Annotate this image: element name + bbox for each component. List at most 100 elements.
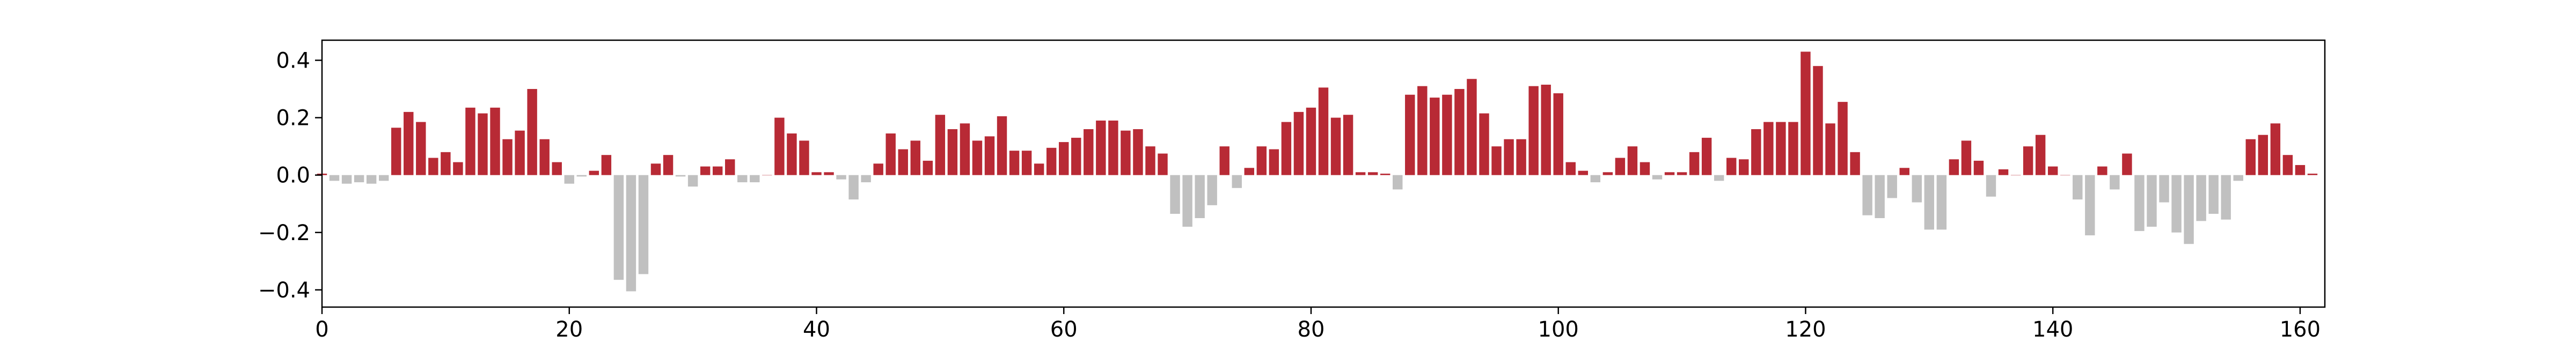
bar-27 <box>650 163 661 175</box>
bar-10 <box>441 152 451 175</box>
x-tick-label: 120 <box>1785 317 1826 342</box>
bar-67 <box>1145 146 1155 175</box>
bar-108 <box>1652 175 1663 180</box>
bar-101 <box>1565 162 1576 175</box>
bar-62 <box>1084 129 1094 175</box>
bar-19 <box>552 162 562 175</box>
bar-22 <box>589 170 599 175</box>
bar-17 <box>527 89 537 175</box>
x-tick-label: 0 <box>315 317 328 342</box>
bar-60 <box>1059 142 1069 175</box>
bar-148 <box>2147 175 2157 227</box>
bar-106 <box>1627 146 1638 175</box>
bar-160 <box>2295 165 2306 175</box>
bar-63 <box>1096 120 1106 175</box>
y-axis-ticks: −0.4 −0.2 0.0 0.2 0.4 <box>258 48 322 303</box>
bar-57 <box>1021 151 1032 175</box>
bar-137 <box>2010 175 2021 176</box>
bar-52 <box>960 123 970 175</box>
bar-145 <box>2110 175 2120 190</box>
bar-100 <box>1553 93 1563 175</box>
x-tick-label: 100 <box>1538 317 1579 342</box>
bar-127 <box>1887 175 1897 198</box>
bar-135 <box>1986 175 1996 197</box>
bar-58 <box>1034 163 1044 175</box>
bar-107 <box>1640 162 1650 175</box>
bar-144 <box>2097 166 2107 175</box>
bar-109 <box>1664 172 1675 175</box>
bar-64 <box>1108 120 1118 175</box>
bar-96 <box>1504 139 1514 175</box>
bar-75 <box>1244 168 1254 175</box>
bar-129 <box>1912 175 1922 203</box>
bar-134 <box>1973 160 1984 175</box>
bar-29 <box>675 175 686 177</box>
bar-141 <box>2060 175 2070 176</box>
bar-25 <box>626 175 636 292</box>
bar-98 <box>1528 86 1539 175</box>
bar-97 <box>1516 139 1526 175</box>
bar-142 <box>2073 175 2083 200</box>
bar-103 <box>1590 175 1601 183</box>
bar-113 <box>1714 175 1724 181</box>
y-tick-label: −0.2 <box>258 221 310 245</box>
bar-158 <box>2270 123 2281 175</box>
bar-159 <box>2282 155 2293 175</box>
bar-89 <box>1417 86 1428 175</box>
bar-143 <box>2085 175 2095 236</box>
bar-72 <box>1207 175 1217 205</box>
bar-48 <box>910 140 920 175</box>
bar-121 <box>1813 66 1823 175</box>
bar-112 <box>1701 138 1712 175</box>
bar-120 <box>1801 51 1811 175</box>
bar-161 <box>2307 174 2318 175</box>
bar-124 <box>1850 152 1860 175</box>
bar-56 <box>1009 151 1020 175</box>
bar-5 <box>378 175 389 181</box>
bar-54 <box>984 136 995 175</box>
bar-90 <box>1430 98 1440 175</box>
bar-24 <box>613 175 624 280</box>
bar-93 <box>1467 79 1477 175</box>
bar-115 <box>1739 159 1749 175</box>
bar-104 <box>1602 172 1613 175</box>
bar-8 <box>416 122 426 175</box>
bar-76 <box>1256 146 1267 175</box>
bar-117 <box>1763 122 1774 175</box>
bar-153 <box>2208 175 2219 214</box>
bar-40 <box>811 172 822 175</box>
bar-80 <box>1306 107 1316 175</box>
x-tick-label: 40 <box>803 317 830 342</box>
bar-37 <box>774 117 785 175</box>
x-tick-label: 80 <box>1298 317 1325 342</box>
bar-152 <box>2196 175 2206 221</box>
bar-154 <box>2221 175 2231 220</box>
bar-95 <box>1491 146 1502 175</box>
bar-150 <box>2171 175 2182 233</box>
bar-15 <box>502 139 513 175</box>
bar-13 <box>478 113 488 175</box>
bar-114 <box>1726 158 1737 175</box>
bar-138 <box>2023 146 2033 175</box>
bar-21 <box>576 175 587 177</box>
bar-146 <box>2122 153 2132 175</box>
bar-3 <box>354 175 364 183</box>
bar-46 <box>885 133 896 175</box>
bar-28 <box>663 155 674 175</box>
bar-156 <box>2245 139 2256 175</box>
bar-45 <box>873 163 883 175</box>
bar-91 <box>1442 94 1452 175</box>
bar-1 <box>329 175 340 181</box>
bar-70 <box>1182 175 1192 227</box>
y-tick-label: −0.4 <box>258 278 310 303</box>
bar-68 <box>1158 153 1168 175</box>
bar-55 <box>997 116 1007 175</box>
bar-74 <box>1232 175 1242 188</box>
bar-30 <box>687 175 698 187</box>
bar-65 <box>1121 130 1131 175</box>
bar-9 <box>428 158 438 175</box>
bar-81 <box>1318 87 1329 175</box>
bar-116 <box>1751 129 1761 175</box>
bar-7 <box>404 111 414 175</box>
bar-47 <box>898 149 908 175</box>
